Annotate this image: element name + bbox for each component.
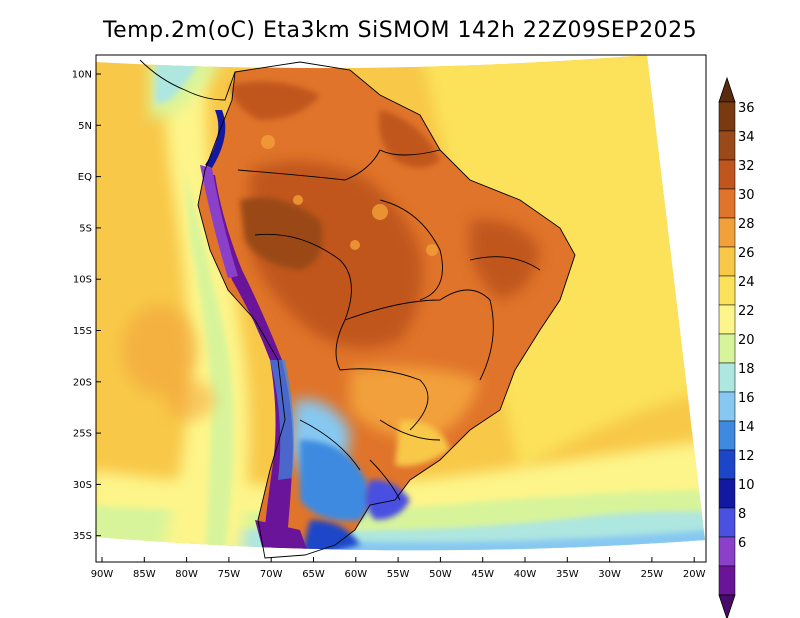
colorbar-label: 28 [738, 217, 755, 232]
colorbar-label: 30 [738, 188, 755, 203]
colorbar-label: 14 [738, 420, 755, 435]
lon-tick-label: 50W [429, 569, 452, 580]
colorbar-swatch [718, 449, 736, 480]
lon-tick-label: 90W [91, 569, 114, 580]
colorbar-swatch [718, 217, 736, 248]
colorbar-label: 12 [738, 449, 755, 464]
colorbar-label: 16 [738, 391, 755, 406]
lat-tick-label: 35S [73, 531, 92, 542]
lon-tick-label: 40W [514, 569, 537, 580]
colorbar-swatch [718, 565, 736, 596]
colorbar-swatch [718, 362, 736, 393]
temperature-field [96, 55, 705, 551]
lat-tick-label: 10S [73, 275, 92, 286]
colorbar-label: 22 [738, 304, 755, 319]
colorbar-label: 20 [738, 333, 755, 348]
lon-tick-label: 20W [683, 569, 706, 580]
plot-frame [95, 54, 707, 563]
colorbar-label: 6 [738, 536, 746, 551]
colorbar-swatch [718, 130, 736, 161]
colorbar-swatch [718, 275, 736, 306]
colorbar-swatch [718, 391, 736, 422]
colorbar-label: 36 [738, 101, 755, 116]
longitude-axis: 90W 85W 80W 75W 70W 65W 60W 55W 50W 45W 40W 35W 30W 2… [91, 557, 706, 580]
lon-tick-label: 30W [598, 569, 621, 580]
lat-tick-label: 5S [79, 223, 92, 234]
colorbar-label: 18 [738, 362, 755, 377]
latitude-axis: 10N 5N EQ 5S 10S 15S 20S 25S 30S 35S [72, 70, 101, 542]
colorbar-swatch [718, 159, 736, 190]
colorbar-label: 34 [738, 130, 755, 145]
lon-tick-label: 25W [641, 569, 664, 580]
lat-tick-label: 15S [73, 326, 92, 337]
lat-tick-label: 20S [73, 377, 92, 388]
colorbar-swatch [718, 246, 736, 277]
colorbar-swatch [718, 420, 736, 451]
lon-tick-label: 75W [218, 569, 241, 580]
colorbar-swatch [718, 536, 736, 567]
lon-tick-label: 55W [387, 569, 410, 580]
lat-tick-label: 30S [73, 480, 92, 491]
colorbar-swatch [718, 333, 736, 364]
colorbar-lower-arrow [718, 594, 736, 618]
colorbar-label: 8 [738, 507, 746, 522]
colorbar-swatch [718, 507, 736, 538]
colorbar-upper-arrow [718, 76, 736, 103]
colorbar-swatch [718, 304, 736, 335]
lon-tick-label: 45W [471, 569, 494, 580]
coastlines-and-borders [139, 59, 576, 559]
colorbar-label: 26 [738, 246, 755, 261]
lat-tick-label: 10N [72, 70, 92, 81]
lon-tick-label: 65W [302, 569, 325, 580]
lon-tick-label: 35W [556, 569, 579, 580]
lat-tick-label: EQ [78, 172, 92, 183]
colorbar-swatch [718, 101, 736, 132]
colorbar-label: 32 [738, 159, 755, 174]
lon-tick-label: 60W [344, 569, 367, 580]
lon-tick-label: 80W [175, 569, 198, 580]
lat-tick-label: 5N [78, 121, 92, 132]
colorbar-label: 10 [738, 478, 755, 493]
lat-tick-label: 25S [73, 429, 92, 440]
lon-tick-label: 85W [133, 569, 156, 580]
lon-tick-label: 70W [260, 569, 283, 580]
colorbar-swatch [718, 478, 736, 509]
colorbar-label: 24 [738, 275, 755, 290]
colorbar: 36 34 32 30 28 26 24 22 20 18 16 14 12 10 8 6 [718, 76, 755, 618]
map-title: Temp.2m(oC) Eta3km SiSMOM 142h 22Z09SEP2… [102, 18, 698, 43]
colorbar-swatch [718, 188, 736, 219]
